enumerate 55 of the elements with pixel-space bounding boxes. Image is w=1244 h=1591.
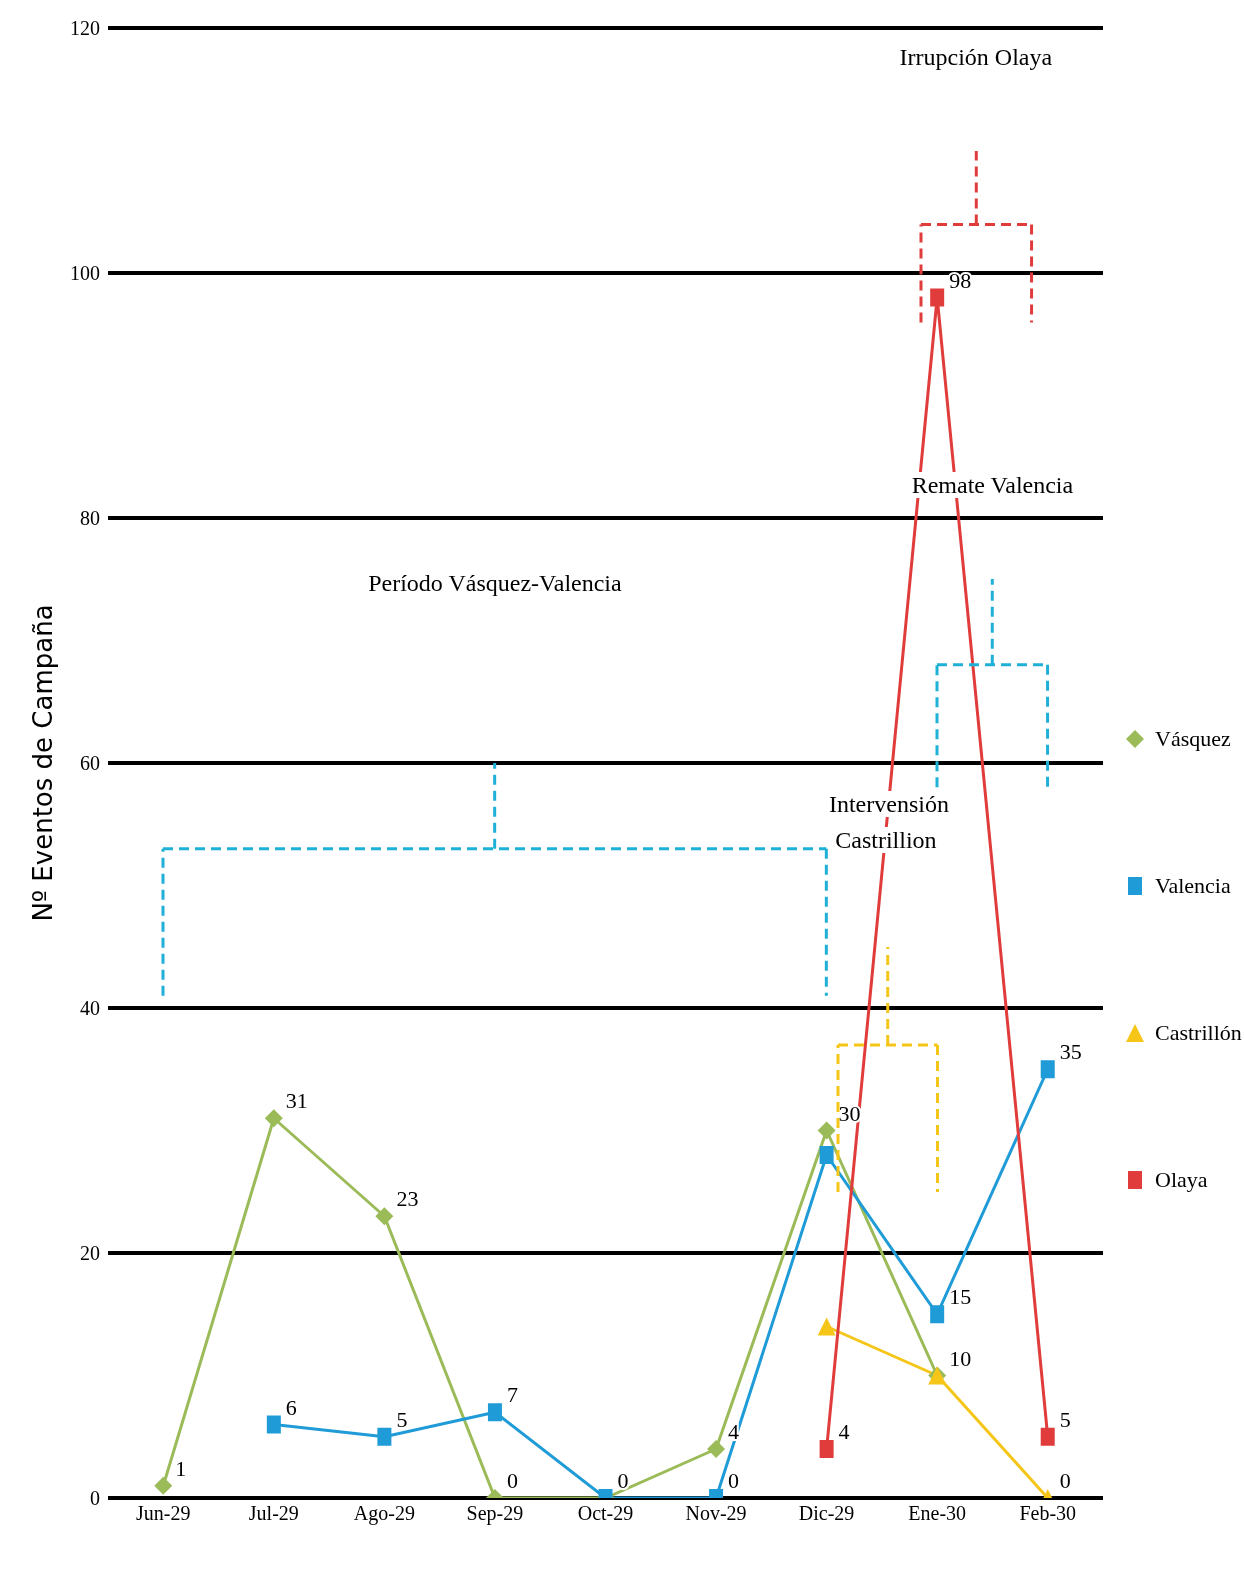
- data-label: 23: [396, 1186, 419, 1212]
- x-tick-label: Feb-30: [1019, 1502, 1077, 1525]
- x-tick-label: Sep-29: [466, 1502, 524, 1526]
- data-label: 0: [1059, 1468, 1071, 1493]
- point: [487, 1403, 502, 1422]
- y-axis-title: Nº Eventos de Campaña: [28, 604, 59, 922]
- legend-label: Valencia: [1155, 872, 1231, 899]
- y-tick-label: 0: [90, 1487, 100, 1510]
- data-label: 4: [838, 1419, 850, 1444]
- x-tick-label: Jul-29: [248, 1502, 299, 1525]
- annotation: Irrupción Olaya: [896, 43, 1056, 70]
- data-label: 1: [175, 1455, 187, 1481]
- point: [154, 1476, 173, 1495]
- legend-label: Castrillón: [1155, 1019, 1242, 1046]
- y-tick-label: 120: [70, 17, 100, 40]
- point: [819, 1440, 834, 1458]
- point: [817, 1121, 836, 1140]
- point: [375, 1207, 394, 1226]
- y-tick-label: 20: [80, 1242, 100, 1265]
- point: [707, 1440, 726, 1458]
- data-label: 0: [728, 1468, 740, 1493]
- data-label: 10: [949, 1345, 972, 1371]
- data-label: 98: [949, 267, 972, 293]
- data-label: 31: [285, 1088, 308, 1114]
- point: [930, 1305, 945, 1324]
- y-tick-label: 80: [80, 507, 100, 530]
- data-label: 0: [506, 1468, 518, 1493]
- data-label: 5: [396, 1406, 408, 1432]
- point: [1040, 1060, 1055, 1079]
- data-label: 5: [1059, 1406, 1071, 1432]
- point: [266, 1415, 281, 1434]
- point: [819, 1146, 834, 1164]
- data-label: 15: [949, 1284, 972, 1310]
- x-tick-label: Oct-29: [577, 1502, 634, 1525]
- y-tick-label: 40: [80, 997, 100, 1020]
- legend-label: Vásquez: [1155, 725, 1231, 752]
- point: [930, 288, 945, 307]
- point: [377, 1427, 392, 1446]
- point: [264, 1109, 283, 1128]
- annotation: Período Vásquez-Valencia: [365, 570, 625, 597]
- x-tick-label: Nov-29: [685, 1502, 747, 1525]
- annotation: Intervensión Castrillion: [825, 790, 949, 853]
- annotation: Remate Valencia: [908, 472, 1077, 499]
- y-tick-label: 60: [80, 752, 100, 775]
- x-tick-label: Ago-29: [353, 1502, 415, 1526]
- x-tick-label: Ene-30: [908, 1502, 967, 1525]
- data-label: 6: [285, 1394, 297, 1420]
- data-label: 0: [617, 1468, 629, 1493]
- x-tick-label: Jun-29: [136, 1502, 191, 1525]
- x-tick-label: Dic-29: [798, 1502, 855, 1525]
- data-label: 35: [1059, 1039, 1082, 1065]
- legend-label: Olaya: [1155, 1166, 1208, 1193]
- y-tick-label: 100: [70, 262, 100, 285]
- point: [1040, 1427, 1055, 1446]
- data-label: 7: [506, 1382, 518, 1408]
